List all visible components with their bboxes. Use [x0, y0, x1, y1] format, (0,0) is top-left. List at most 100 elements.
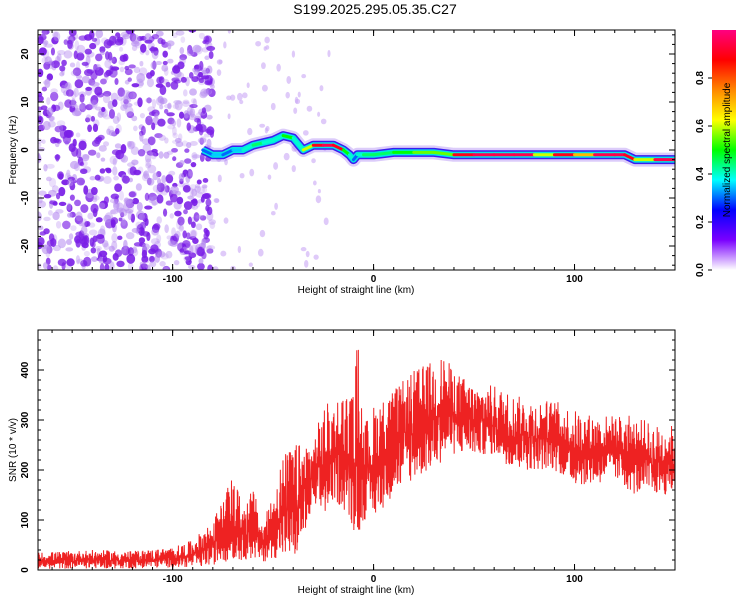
spectrogram-noise-blob [83, 185, 89, 195]
spectrogram-noise-blob [48, 209, 53, 216]
spectrogram-noise-blob [157, 118, 166, 127]
spectrogram-noise-blob [283, 152, 290, 161]
spectrogram-noise-blob [118, 190, 125, 201]
spectrogram-noise-blob [146, 77, 154, 88]
snr-series-line [38, 349, 675, 569]
spectrogram-noise-blob [96, 152, 101, 159]
spectrogram-noise-blob [207, 264, 214, 270]
x-tick-label: 0 [371, 274, 377, 285]
spectrogram-noise-blob [173, 79, 182, 84]
spectrogram-noise-blob [183, 110, 189, 119]
spectrogram-noise-blob [161, 64, 169, 72]
spectrogram-noise-blob [191, 188, 198, 197]
spectrogram-noise-blob [45, 163, 55, 169]
spectrogram-noise-blob [317, 111, 321, 117]
y-tick-label: 10 [20, 96, 31, 108]
spectrogram-noise-blob [42, 120, 51, 131]
spectrogram-noise-blob [267, 174, 272, 180]
spectrogram-noise-blob [120, 143, 127, 154]
spectrogram-noise-blob [140, 43, 147, 53]
spectrogram-noise-blob [167, 124, 176, 130]
spectrogram-noise-blob [120, 211, 125, 218]
spectrogram-noise-blob [38, 200, 47, 208]
y-tick-label: -10 [20, 190, 31, 205]
spectrogram-noise-blob [175, 30, 185, 36]
spectrogram-noise-blob [112, 99, 118, 107]
spectrogram-noise-blob [172, 103, 180, 110]
spectrogram-noise-blob [55, 154, 60, 162]
spectrogram-noise-blob [89, 175, 96, 181]
spectrogram-noise-blob [94, 106, 102, 111]
spectrogram-noise-blob [114, 143, 122, 149]
spectrogram-noise-blob [194, 45, 203, 55]
spectrogram-noise-blob [109, 155, 118, 165]
spectrogram-noise-blob [165, 250, 173, 259]
spectrogram-noise-blob [168, 170, 176, 176]
spectrogram-noise-blob [43, 216, 51, 222]
spectrogram-noise-blob [119, 66, 125, 73]
spectrogram-noise-blob [197, 262, 205, 270]
spectrogram-noise-blob [121, 245, 130, 256]
spectrogram-noise-blob [84, 48, 92, 55]
spectrogram-noise-blob [72, 67, 82, 76]
spectrogram-noise-blob [209, 221, 216, 230]
spectrogram-noise-blob [111, 71, 119, 77]
spectrogram-noise-blob [150, 152, 157, 160]
spectrogram-noise-blob [76, 52, 85, 61]
spectrogram-noise-blob [171, 120, 177, 127]
spectrogram-noise-blob [46, 176, 52, 182]
spectrogram-noise-blob [187, 171, 193, 177]
spectrogram-noise-blob [172, 132, 178, 139]
spectrogram-noise-blob [120, 97, 126, 107]
spectrogram-noise-blob [57, 238, 67, 249]
spectrogram-noise-blob [76, 177, 86, 186]
spectrogram-noise-blob [133, 66, 141, 74]
spectrogram-noise-blob [176, 118, 182, 128]
spectrogram-noise-blob [167, 117, 175, 125]
spectrogram-noise-blob [156, 194, 164, 204]
spectrogram-noise-blob [50, 47, 56, 56]
spectrogram-noise-blob [153, 223, 161, 231]
spectrogram-noise-blob [44, 78, 51, 89]
spectrogram-noise-blob [74, 40, 80, 51]
spectrogram-noise-blob [192, 98, 198, 108]
signal-core-segment [331, 143, 345, 152]
spectrogram-noise-blob [91, 241, 96, 248]
spectrogram-noise-blob [123, 197, 130, 204]
spectrogram-noise-blob [189, 229, 198, 238]
spectrogram-noise-blob [104, 59, 112, 69]
spectrogram-noise-blob [133, 169, 142, 176]
spectrogram-noise-blob [161, 175, 167, 184]
spectrogram-noise-blob [126, 140, 132, 147]
spectrogram-noise-blob [57, 171, 64, 180]
snr-x-axis: -100 0 100 [51, 330, 676, 585]
spectrogram-noise-blob [52, 211, 60, 221]
spectrogram-noise-blob [125, 232, 135, 240]
spectrogram-noise-blob [50, 88, 58, 94]
spectrogram-noise-blob [150, 244, 159, 253]
spectrogram-noise-blob [55, 220, 62, 229]
spectrogram-noise-blob [133, 125, 138, 132]
spectrogram-noise-blob [103, 214, 112, 223]
spectrogram-noise-blob [190, 221, 196, 229]
colorbar-tick-label: 0.0 [695, 263, 706, 277]
spectrogram-noise-blob [39, 231, 47, 236]
y-tick-label: 0 [20, 567, 31, 573]
spectrogram-noise-blob [306, 105, 313, 112]
spectrogram-noise-blob [80, 154, 90, 159]
spectrogram-noise-blob [317, 188, 321, 194]
spectrogram-noise-blob [146, 150, 156, 156]
spectrogram-noise-blob [116, 112, 122, 122]
spectrogram-noise-blob [120, 104, 127, 111]
spectrogram-noise-blob [172, 32, 178, 39]
spectrogram-noise-blob [52, 104, 61, 112]
spectrogram-noise-blob [191, 198, 198, 207]
spectrogram-noise-blob [155, 83, 164, 88]
spectrogram-noise-blob [173, 99, 182, 105]
spectrogram-noise-blob [103, 39, 112, 49]
spectrogram-noise-blob [138, 237, 146, 244]
spectrogram-noise-blob [140, 125, 146, 136]
spectrogram-noise-blob [304, 260, 309, 268]
spectrogram-noise-blob [150, 61, 157, 70]
spectrogram-noise-blob [51, 36, 59, 45]
